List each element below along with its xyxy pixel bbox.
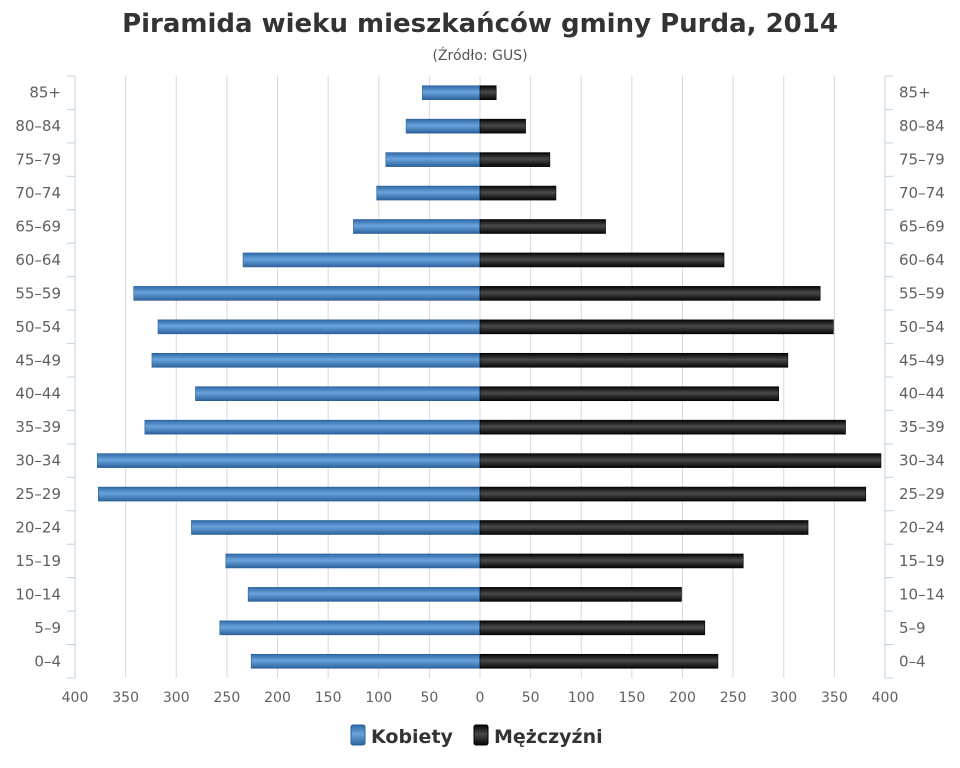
category-label-right: 10–14 [899, 585, 945, 603]
category-label-right: 40–44 [899, 385, 945, 403]
bar-mezczyzni[interactable] [479, 118, 526, 134]
bar-kobiety[interactable] [385, 152, 481, 167]
bar-mezczyzni[interactable] [479, 219, 606, 234]
category-label-left: 70–74 [15, 184, 61, 202]
category-label-left: 15–19 [15, 552, 61, 570]
category-label-right: 5–9 [899, 619, 926, 637]
legend-swatch-kobiety[interactable] [350, 724, 366, 746]
category-label-left: 45–49 [15, 351, 61, 369]
bar-mezczyzni[interactable] [479, 352, 789, 368]
x-tick-label: 400 [872, 690, 899, 706]
bar-kobiety[interactable] [242, 252, 481, 268]
bar-kobiety[interactable] [195, 386, 481, 402]
bar-kobiety[interactable] [421, 85, 481, 101]
legend-swatch-mezczyzni[interactable] [473, 724, 489, 746]
category-label-right: 55–59 [899, 284, 945, 302]
x-tick-label: 350 [112, 690, 139, 706]
chart-subtitle: (Źródło: GUS) [432, 46, 527, 64]
x-tick-label: 400 [62, 690, 89, 706]
legend-label-kobiety[interactable]: Kobiety [371, 726, 454, 748]
bar-mezczyzni[interactable] [479, 419, 846, 435]
category-label-left: 25–29 [15, 485, 61, 503]
x-tick-label: 100 [568, 690, 595, 706]
bar-kobiety[interactable] [247, 587, 481, 602]
bar-mezczyzni[interactable] [479, 185, 557, 201]
bar-kobiety[interactable] [157, 319, 481, 335]
bars [96, 85, 882, 669]
bar-mezczyzni[interactable] [479, 386, 779, 402]
x-tick-label: 100 [365, 690, 392, 706]
category-label-left: 55–59 [15, 284, 61, 302]
x-tick-label: 0 [476, 690, 485, 706]
category-label-right: 80–84 [899, 117, 945, 135]
category-label-left: 30–34 [15, 452, 61, 470]
bar-mezczyzni[interactable] [479, 453, 882, 468]
x-tick-label: 350 [821, 690, 848, 706]
legend[interactable]: Kobiety Mężczyźni [350, 724, 603, 748]
category-label-left: 10–14 [15, 585, 61, 603]
bar-kobiety[interactable] [151, 352, 481, 368]
category-label-left: 40–44 [15, 385, 61, 403]
bar-mezczyzni[interactable] [479, 520, 809, 535]
bar-mezczyzni[interactable] [479, 486, 867, 502]
bar-kobiety[interactable] [250, 653, 481, 669]
bar-kobiety[interactable] [353, 219, 481, 234]
category-label-left: 85+ [29, 84, 61, 102]
category-label-right: 60–64 [899, 251, 945, 269]
category-label-right: 15–19 [899, 552, 945, 570]
bar-kobiety[interactable] [225, 553, 481, 569]
chart-title: Piramida wieku mieszkańców gminy Purda, … [122, 9, 838, 39]
category-label-right: 65–69 [899, 218, 945, 236]
category-label-right: 85+ [899, 84, 931, 102]
x-tick-label: 300 [163, 690, 190, 706]
category-label-right: 45–49 [899, 351, 945, 369]
x-tick-label: 200 [264, 690, 291, 706]
x-tick-label: 200 [669, 690, 696, 706]
category-label-right: 70–74 [899, 184, 945, 202]
category-label-left: 50–54 [15, 318, 61, 336]
category-label-left: 35–39 [15, 418, 61, 436]
category-label-left: 65–69 [15, 218, 61, 236]
bar-mezczyzni[interactable] [479, 620, 706, 636]
bar-mezczyzni[interactable] [479, 319, 834, 335]
x-tick-label: 300 [770, 690, 797, 706]
category-label-left: 5–9 [34, 619, 61, 637]
bar-kobiety[interactable] [219, 620, 481, 636]
bar-mezczyzni[interactable] [479, 85, 497, 101]
x-tick-label: 150 [315, 690, 342, 706]
bar-mezczyzni[interactable] [479, 286, 821, 301]
x-tick-label: 250 [720, 690, 747, 706]
axes: 400 350 300 250 200 150 100 50 0 50 100 150 200 250 30… [15, 75, 945, 706]
x-tick-label: 50 [420, 690, 438, 706]
legend-label-mezczyzni[interactable]: Mężczyźni [494, 726, 603, 748]
bar-kobiety[interactable] [144, 419, 481, 435]
bar-kobiety[interactable] [96, 453, 481, 468]
bar-mezczyzni[interactable] [479, 252, 725, 268]
x-tick-label: 150 [619, 690, 646, 706]
category-label-left: 0–4 [34, 652, 61, 670]
category-label-right: 75–79 [899, 151, 945, 169]
bar-kobiety[interactable] [376, 185, 481, 201]
bar-kobiety[interactable] [133, 286, 481, 301]
category-label-left: 80–84 [15, 117, 61, 135]
category-label-left: 75–79 [15, 151, 61, 169]
bar-mezczyzni[interactable] [479, 587, 682, 602]
x-tick-label: 250 [214, 690, 241, 706]
bar-mezczyzni[interactable] [479, 553, 744, 569]
bar-mezczyzni[interactable] [479, 152, 551, 167]
x-tick-label: 50 [522, 690, 540, 706]
category-label-right: 30–34 [899, 452, 945, 470]
category-label-left: 60–64 [15, 251, 61, 269]
category-label-right: 50–54 [899, 318, 945, 336]
category-label-right: 25–29 [899, 485, 945, 503]
category-label-right: 20–24 [899, 519, 945, 537]
bar-kobiety[interactable] [405, 118, 481, 134]
category-label-left: 20–24 [15, 519, 61, 537]
category-label-right: 35–39 [899, 418, 945, 436]
bar-kobiety[interactable] [97, 486, 481, 502]
bar-mezczyzni[interactable] [479, 653, 719, 669]
bar-kobiety[interactable] [191, 520, 481, 535]
category-label-right: 0–4 [899, 652, 926, 670]
